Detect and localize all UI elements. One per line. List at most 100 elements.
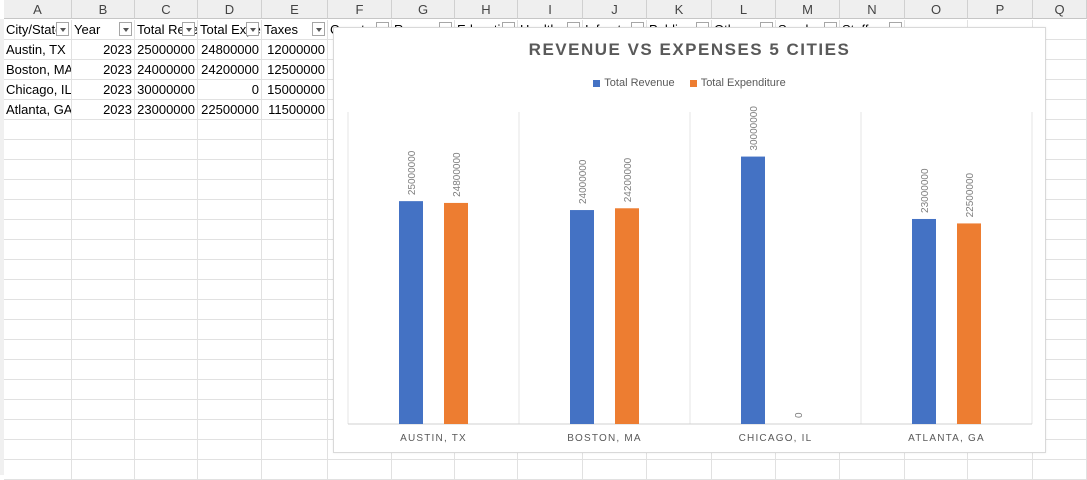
cell[interactable] xyxy=(72,460,135,480)
cell[interactable] xyxy=(518,460,583,480)
cell[interactable] xyxy=(72,340,135,360)
cell[interactable] xyxy=(4,140,72,160)
cell[interactable] xyxy=(135,380,198,400)
cell[interactable] xyxy=(968,460,1033,480)
column-header-l[interactable]: L xyxy=(712,0,776,19)
cell[interactable] xyxy=(4,420,72,440)
cell[interactable] xyxy=(198,260,262,280)
column-header-j[interactable]: J xyxy=(583,0,647,19)
cell[interactable] xyxy=(262,220,328,240)
column-header-d[interactable]: D xyxy=(198,0,262,19)
cell[interactable] xyxy=(135,140,198,160)
table-cell[interactable]: 0 xyxy=(198,80,262,100)
table-header-cell[interactable]: Total Expenditure xyxy=(198,20,262,40)
cell[interactable] xyxy=(583,460,647,480)
cell[interactable] xyxy=(198,160,262,180)
cell[interactable] xyxy=(4,460,72,480)
cell[interactable] xyxy=(135,240,198,260)
table-cell[interactable]: 24200000 xyxy=(198,60,262,80)
cell[interactable] xyxy=(72,420,135,440)
table-cell[interactable]: 11500000 xyxy=(262,100,328,120)
cell[interactable] xyxy=(4,380,72,400)
table-cell[interactable]: 2023 xyxy=(72,100,135,120)
cell[interactable] xyxy=(198,340,262,360)
table-header-cell[interactable]: Total Revenue xyxy=(135,20,198,40)
cell[interactable] xyxy=(72,220,135,240)
cell[interactable] xyxy=(262,420,328,440)
cell[interactable] xyxy=(455,460,518,480)
table-cell[interactable]: 23000000 xyxy=(135,100,198,120)
column-header-h[interactable]: H xyxy=(455,0,518,19)
table-cell[interactable]: 2023 xyxy=(72,60,135,80)
column-header-q[interactable]: Q xyxy=(1033,0,1087,19)
cell[interactable] xyxy=(72,120,135,140)
column-header-m[interactable]: M xyxy=(776,0,840,19)
cell[interactable] xyxy=(4,200,72,220)
cell[interactable] xyxy=(262,460,328,480)
table-cell[interactable]: 2023 xyxy=(72,40,135,60)
cell[interactable] xyxy=(4,120,72,140)
cell[interactable] xyxy=(4,400,72,420)
filter-dropdown-icon[interactable] xyxy=(119,22,132,36)
cell[interactable] xyxy=(135,320,198,340)
cell[interactable] xyxy=(262,300,328,320)
cell[interactable] xyxy=(4,220,72,240)
cell[interactable] xyxy=(72,140,135,160)
bar-chart[interactable]: REVENUE VS EXPENSES 5 CITIES Total Reven… xyxy=(333,27,1046,453)
cell[interactable] xyxy=(4,240,72,260)
cell[interactable] xyxy=(198,280,262,300)
cell[interactable] xyxy=(4,280,72,300)
cell[interactable] xyxy=(840,460,905,480)
filter-dropdown-icon[interactable] xyxy=(56,22,69,36)
cell[interactable] xyxy=(262,340,328,360)
cell[interactable] xyxy=(262,260,328,280)
table-cell[interactable]: Boston, MA xyxy=(4,60,72,80)
table-cell[interactable]: 25000000 xyxy=(135,40,198,60)
cell[interactable] xyxy=(262,200,328,220)
table-cell[interactable]: 15000000 xyxy=(262,80,328,100)
cell[interactable] xyxy=(135,160,198,180)
table-cell[interactable]: 24800000 xyxy=(198,40,262,60)
cell[interactable] xyxy=(328,460,392,480)
table-cell[interactable]: Chicago, IL xyxy=(4,80,72,100)
cell[interactable] xyxy=(135,400,198,420)
cell[interactable] xyxy=(198,200,262,220)
cell[interactable] xyxy=(198,360,262,380)
column-header-e[interactable]: E xyxy=(262,0,328,19)
cell[interactable] xyxy=(392,460,455,480)
cell[interactable] xyxy=(135,360,198,380)
cell[interactable] xyxy=(72,360,135,380)
cell[interactable] xyxy=(135,420,198,440)
cell[interactable] xyxy=(135,340,198,360)
cell[interactable] xyxy=(198,380,262,400)
cell[interactable] xyxy=(1033,460,1087,480)
cell[interactable] xyxy=(72,300,135,320)
table-cell[interactable]: 30000000 xyxy=(135,80,198,100)
cell[interactable] xyxy=(262,280,328,300)
column-header-i[interactable]: I xyxy=(518,0,583,19)
cell[interactable] xyxy=(262,380,328,400)
cell[interactable] xyxy=(198,240,262,260)
cell[interactable] xyxy=(135,120,198,140)
cell[interactable] xyxy=(72,400,135,420)
cell[interactable] xyxy=(72,240,135,260)
cell[interactable] xyxy=(135,260,198,280)
cell[interactable] xyxy=(135,460,198,480)
cell[interactable] xyxy=(776,460,840,480)
filter-dropdown-icon[interactable] xyxy=(182,22,195,36)
cell[interactable] xyxy=(198,220,262,240)
column-header-c[interactable]: C xyxy=(135,0,198,19)
cell[interactable] xyxy=(262,120,328,140)
column-header-a[interactable]: A xyxy=(4,0,72,19)
table-cell[interactable]: 12500000 xyxy=(262,60,328,80)
cell[interactable] xyxy=(72,440,135,460)
column-header-f[interactable]: F xyxy=(328,0,392,19)
cell[interactable] xyxy=(262,240,328,260)
column-header-g[interactable]: G xyxy=(392,0,455,19)
column-header-o[interactable]: O xyxy=(905,0,968,19)
cell[interactable] xyxy=(72,200,135,220)
cell[interactable] xyxy=(72,380,135,400)
table-header-cell[interactable]: Taxes xyxy=(262,20,328,40)
cell[interactable] xyxy=(262,180,328,200)
column-header-b[interactable]: B xyxy=(72,0,135,19)
